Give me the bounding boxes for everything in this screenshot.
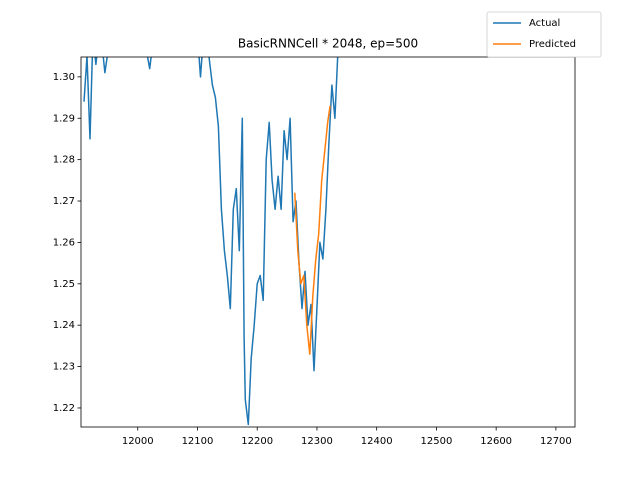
plot-area (83, 57, 339, 426)
y-tick-label: 1.26 (53, 237, 75, 248)
y-tick-label: 1.28 (53, 155, 75, 166)
y-tick-label: 1.23 (53, 362, 75, 373)
line (294, 105, 331, 355)
x-tick-label: 12100 (182, 436, 214, 447)
legend: Actual Predicted (486, 11, 602, 58)
x-tick-label: 12300 (301, 436, 333, 447)
y-tick-label: 1.30 (53, 72, 75, 83)
x-tick-label: 12700 (540, 436, 572, 447)
x-tick-label: 12200 (241, 436, 273, 447)
x-tick-label: 12600 (480, 436, 512, 447)
legend-label: Actual (529, 18, 560, 29)
chart-title: BasicRNNCell * 2048, ep=500 (238, 37, 418, 51)
axes-frame (80, 56, 576, 428)
y-tick-label: 1.25 (53, 279, 75, 290)
legend-label: Predicted (529, 39, 576, 50)
line (83, 57, 339, 426)
y-tick-label: 1.22 (53, 403, 75, 414)
x-tick-label: 12500 (421, 436, 453, 447)
x-tick-label: 12000 (122, 436, 154, 447)
x-tick-label: 12400 (361, 436, 393, 447)
y-tick-label: 1.27 (53, 196, 75, 207)
y-tick-label: 1.29 (53, 113, 75, 124)
y-tick-label: 1.24 (53, 320, 75, 331)
